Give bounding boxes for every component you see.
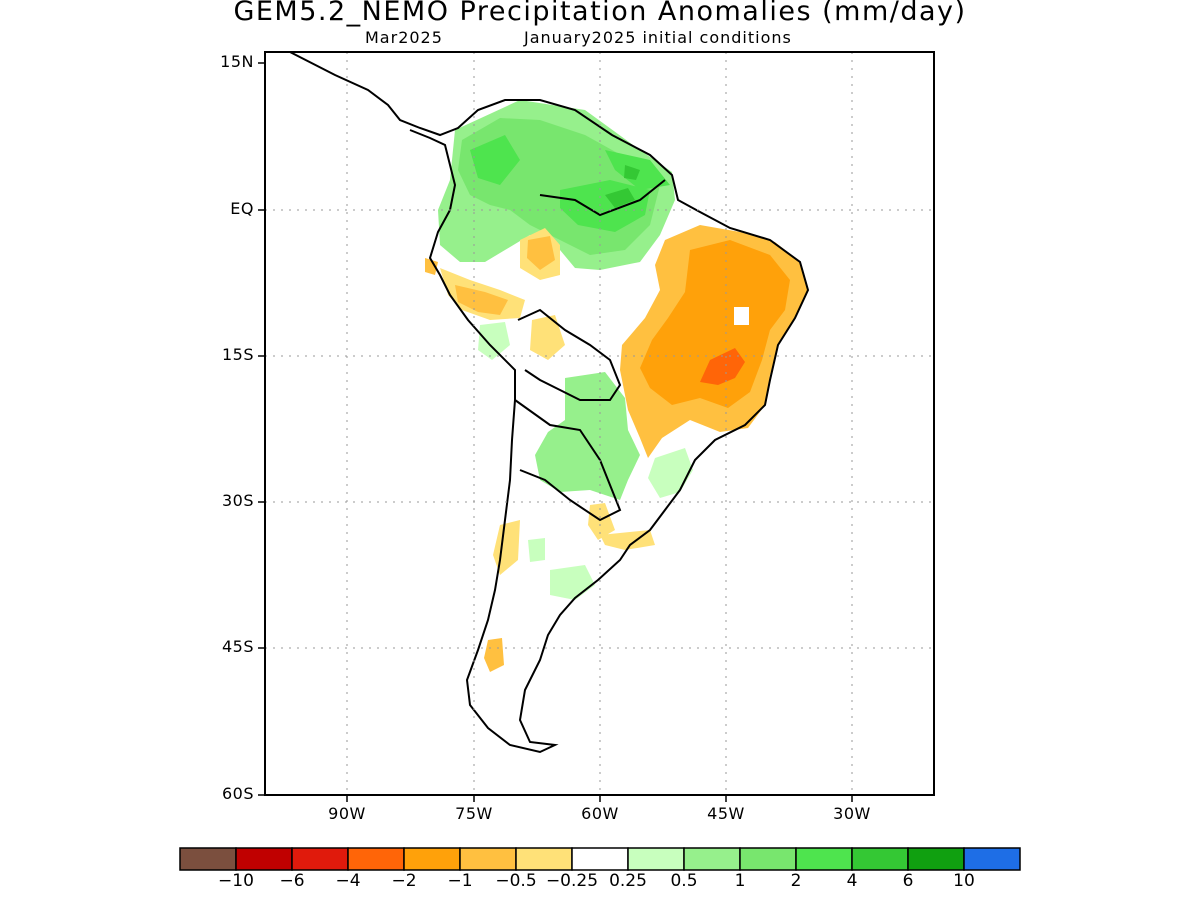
dry-anomaly-peak — [700, 348, 745, 385]
chart-title: GEM5.2_NEMO Precipitation Anomalies (mm/… — [233, 0, 967, 27]
colorbar-swatch — [851, 847, 909, 871]
lon-label: 60W — [581, 804, 619, 823]
colorbar-tick-label: 2 — [790, 871, 802, 891]
colorbar-swatch — [795, 847, 853, 871]
wet-anomaly-south — [535, 372, 640, 500]
colorbar-tick-label: −1 — [447, 871, 473, 891]
lat-label: 60S — [221, 784, 254, 803]
lon-label: 30W — [833, 804, 871, 823]
colorbar-swatch — [235, 847, 293, 871]
axis-ticks — [258, 62, 853, 802]
no-data-cell — [734, 307, 749, 325]
colorbar-tick-label: 0.5 — [670, 871, 698, 891]
colorbar-swatch — [963, 847, 1021, 871]
colorbar-tick-label: −0.25 — [545, 871, 599, 891]
colorbar-tick-label: 1 — [734, 871, 746, 891]
lat-label: 30S — [221, 491, 254, 510]
colorbar-swatch — [627, 847, 685, 871]
colorbar-swatch — [515, 847, 573, 871]
colorbar-swatch — [179, 847, 237, 871]
lon-label: 75W — [455, 804, 493, 823]
lat-label: EQ — [230, 199, 254, 218]
lon-label: 90W — [328, 804, 366, 823]
colorbar-tick-label: −4 — [335, 871, 361, 891]
wet-anomaly-southeast — [478, 322, 693, 600]
colorbar-tick-label: −0.5 — [495, 871, 537, 891]
dry-anomaly-east-core — [640, 240, 790, 408]
colorbar-tick-label: −10 — [218, 871, 254, 891]
colorbar-swatch — [347, 847, 405, 871]
colorbar-swatch — [907, 847, 965, 871]
colorbar-tick-label: 10 — [953, 871, 975, 891]
colorbar-swatch — [403, 847, 461, 871]
coastlines — [289, 51, 810, 754]
colorbar-swatch — [459, 847, 517, 871]
colorbar-swatch — [739, 847, 797, 871]
dry-anomaly-west — [440, 228, 655, 575]
lat-label: 15N — [220, 52, 254, 71]
plot-frame — [264, 51, 935, 796]
colorbar-swatch — [291, 847, 349, 871]
colorbar-swatch — [683, 847, 741, 871]
lat-label: 15S — [221, 345, 254, 364]
colorbar-tick-label: 6 — [902, 871, 914, 891]
lat-label: 45S — [221, 637, 254, 656]
colorbar-tick-label: −6 — [279, 871, 305, 891]
initial-conditions: January2025 initial conditions — [524, 28, 792, 47]
colorbar-swatch — [571, 847, 629, 871]
wet-anomaly-peak — [605, 165, 640, 208]
colorbar-tick-label: −2 — [391, 871, 417, 891]
colorbar-tick-label: 0.25 — [609, 871, 647, 891]
lon-label: 45W — [707, 804, 745, 823]
colorbar-tick-label: 4 — [846, 871, 858, 891]
forecast-month: Mar2025 — [365, 28, 443, 47]
